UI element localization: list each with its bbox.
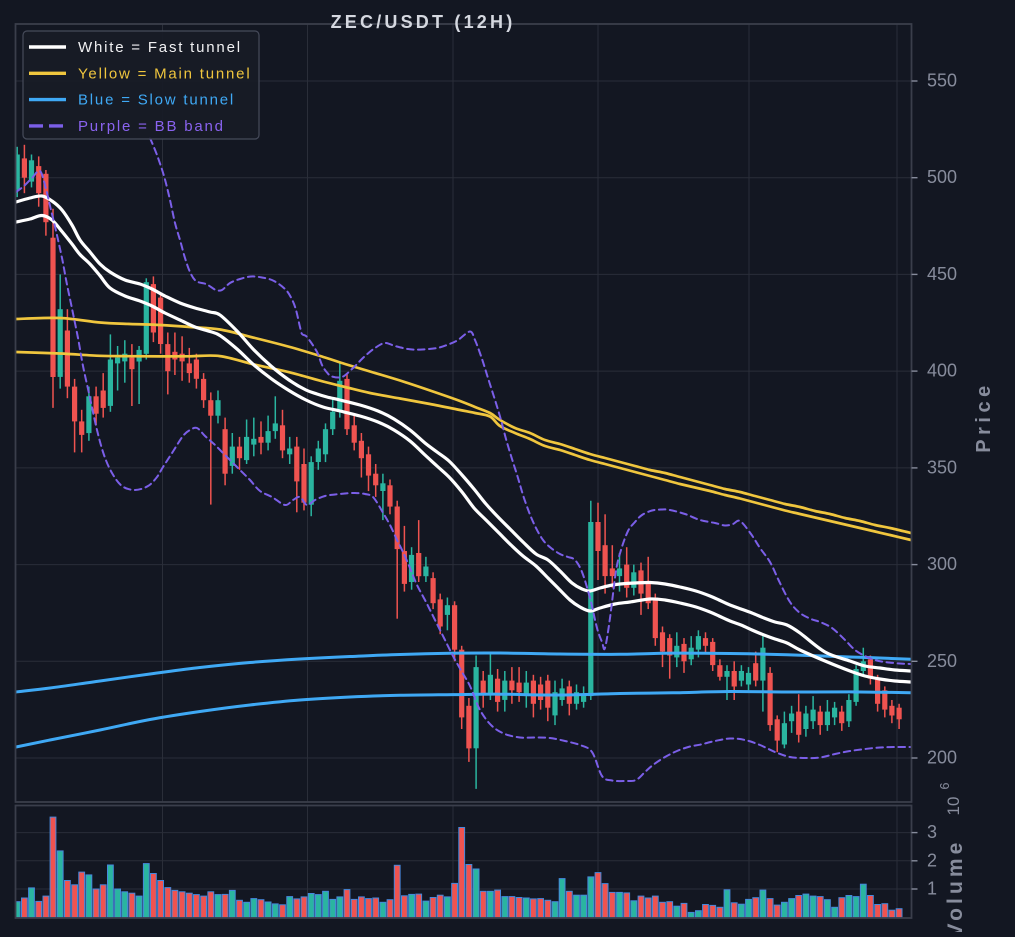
- svg-text:200: 200: [927, 748, 957, 768]
- svg-text:White = Fast tunnel: White = Fast tunnel: [78, 39, 242, 56]
- svg-text:Blue = Slow tunnel: Blue = Slow tunnel: [78, 92, 235, 109]
- svg-text:500: 500: [927, 167, 957, 187]
- svg-text:400: 400: [927, 361, 957, 381]
- svg-text:1: 1: [927, 879, 937, 899]
- svg-text:350: 350: [927, 457, 957, 477]
- svg-text:6: 6: [938, 782, 952, 789]
- svg-text:300: 300: [927, 554, 957, 574]
- svg-text:ZEC/USDT (12H): ZEC/USDT (12H): [331, 12, 516, 32]
- svg-text:Volume: Volume: [944, 839, 967, 932]
- svg-text:550: 550: [927, 71, 957, 91]
- svg-text:250: 250: [927, 651, 957, 671]
- svg-text:10: 10: [944, 797, 963, 816]
- svg-text:3: 3: [927, 822, 937, 842]
- svg-text:450: 450: [927, 264, 957, 284]
- svg-text:Purple = BB band: Purple = BB band: [78, 118, 225, 135]
- svg-text:Price: Price: [973, 381, 995, 452]
- svg-text:Yellow = Main tunnel: Yellow = Main tunnel: [78, 65, 251, 82]
- svg-text:2: 2: [927, 850, 937, 870]
